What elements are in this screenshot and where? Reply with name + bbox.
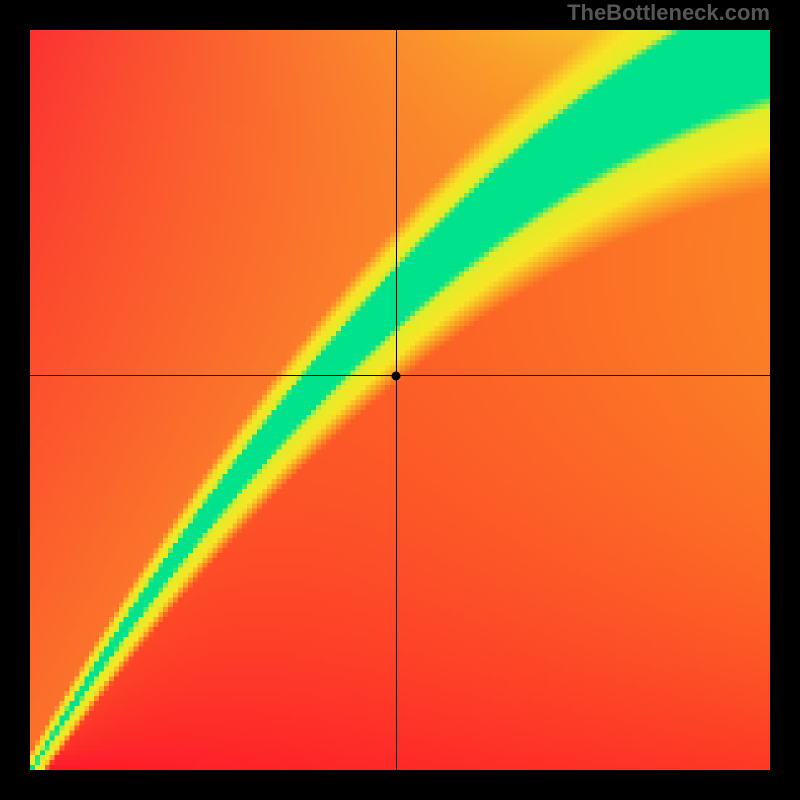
crosshair-vertical [396, 30, 397, 770]
bottleneck-heatmap [30, 30, 770, 770]
chart-stage: TheBottleneck.com [0, 0, 800, 800]
crosshair-marker [392, 371, 401, 380]
watermark-text: TheBottleneck.com [567, 0, 770, 26]
